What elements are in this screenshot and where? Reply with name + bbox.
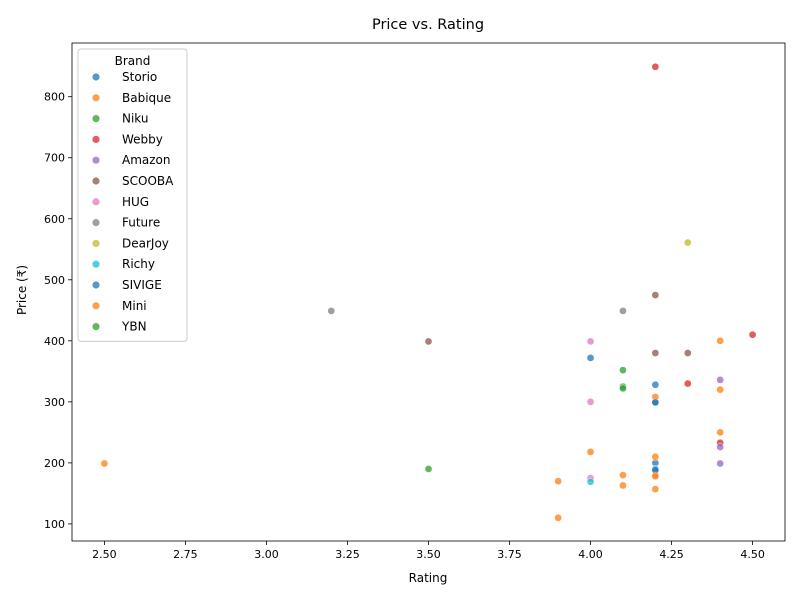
- data-point-babique: [651, 452, 660, 461]
- x-axis-ticks: 2.50 2.75 3.00 3.25 3.50 3.75 4.00 4.25 4.50: [92, 541, 765, 561]
- data-point-future: [619, 307, 627, 315]
- legend-marker: [92, 156, 100, 164]
- data-point-babique: [716, 385, 725, 394]
- data-point-webby: [683, 379, 692, 388]
- data-point-storio: [651, 380, 660, 389]
- x-tick-label: 4.25: [659, 548, 684, 561]
- legend-label: Richy: [122, 257, 155, 271]
- data-points: [100, 62, 757, 522]
- legend-marker: [92, 73, 100, 81]
- data-point-storio: [586, 354, 595, 362]
- legend-label: YBN: [121, 320, 147, 334]
- x-tick-label: 3.75: [497, 548, 522, 561]
- legend-marker: [92, 239, 100, 247]
- legend-label: Storio: [122, 70, 157, 84]
- x-tick-label: 4.00: [578, 548, 603, 561]
- legend-label: Niku: [122, 112, 149, 126]
- data-point-babique: [619, 481, 627, 490]
- legend-marker: [92, 135, 100, 143]
- data-point-scooba: [651, 291, 660, 299]
- y-tick-label: 600: [44, 213, 65, 226]
- y-tick-label: 300: [44, 396, 65, 409]
- data-point-babique: [554, 477, 562, 486]
- data-point-babique: [554, 513, 562, 522]
- legend-marker: [92, 177, 100, 185]
- data-point-babique: [586, 448, 595, 456]
- x-tick-label: 3.00: [254, 548, 279, 561]
- x-tick-label: 3.50: [416, 548, 441, 561]
- legend-marker: [92, 323, 100, 331]
- y-axis-ticks: 100 200 300 400 500 600 700 800: [44, 91, 72, 531]
- y-tick-label: 400: [44, 335, 65, 348]
- y-tick-label: 700: [44, 152, 65, 165]
- data-point-scooba: [683, 349, 692, 357]
- data-point-sivige: [651, 398, 660, 407]
- y-tick-label: 200: [44, 457, 65, 470]
- legend-title: Brand: [115, 54, 151, 68]
- legend-label: DearJoy: [122, 236, 169, 250]
- data-point-webby: [748, 330, 757, 339]
- y-tick-label: 500: [44, 274, 65, 287]
- data-point-babique: [716, 428, 725, 437]
- data-point-webby: [651, 62, 660, 71]
- x-tick-label: 2.50: [92, 548, 117, 561]
- legend-marker: [92, 281, 100, 289]
- y-axis-label: Price (₹): [15, 265, 29, 315]
- legend-label: SCOOBA: [122, 174, 174, 188]
- data-point-ybn: [619, 384, 627, 393]
- x-tick-label: 4.50: [740, 548, 765, 561]
- legend: Brand Storio Babique Niku Webby Amazon SCOOBA H…: [77, 48, 188, 342]
- data-point-amazon: [716, 443, 725, 451]
- legend-label: Mini: [122, 299, 147, 313]
- data-point-amazon: [716, 376, 725, 384]
- y-tick-label: 800: [44, 91, 65, 104]
- legend-label: Amazon: [122, 153, 171, 167]
- data-point-ybn: [424, 465, 433, 473]
- chart-title: Price vs. Rating: [372, 17, 484, 33]
- legend-label: SIVIGE: [122, 278, 162, 292]
- legend-label: Webby: [122, 132, 163, 146]
- legend-marker: [92, 115, 100, 123]
- x-axis-label: Rating: [409, 571, 448, 585]
- x-tick-label: 3.25: [335, 548, 360, 561]
- data-point-amazon: [716, 459, 725, 468]
- legend-marker: [92, 198, 100, 206]
- data-point-scooba: [651, 349, 660, 357]
- legend-marker: [92, 219, 100, 227]
- data-point-babique: [100, 459, 109, 468]
- data-point-babique: [651, 485, 660, 493]
- x-tick-label: 2.75: [173, 548, 198, 561]
- data-point-richy: [586, 477, 595, 486]
- data-point-niku: [619, 366, 627, 374]
- data-point-babique: [716, 336, 725, 345]
- legend-marker: [92, 302, 100, 310]
- data-point-future: [327, 307, 336, 315]
- legend-label: HUG: [122, 195, 149, 209]
- data-point-dearjoy: [683, 238, 692, 247]
- legend-marker: [92, 260, 100, 268]
- data-point-hug: [586, 398, 595, 406]
- data-point-scooba: [424, 337, 433, 346]
- y-tick-label: 100: [44, 518, 65, 531]
- data-point-hug: [586, 337, 595, 346]
- data-point-babique: [619, 471, 627, 479]
- legend-marker: [92, 94, 100, 102]
- legend-label: Babique: [122, 91, 171, 105]
- legend-label: Future: [122, 216, 160, 230]
- legend-box: [77, 48, 188, 342]
- data-point-mini: [651, 472, 660, 481]
